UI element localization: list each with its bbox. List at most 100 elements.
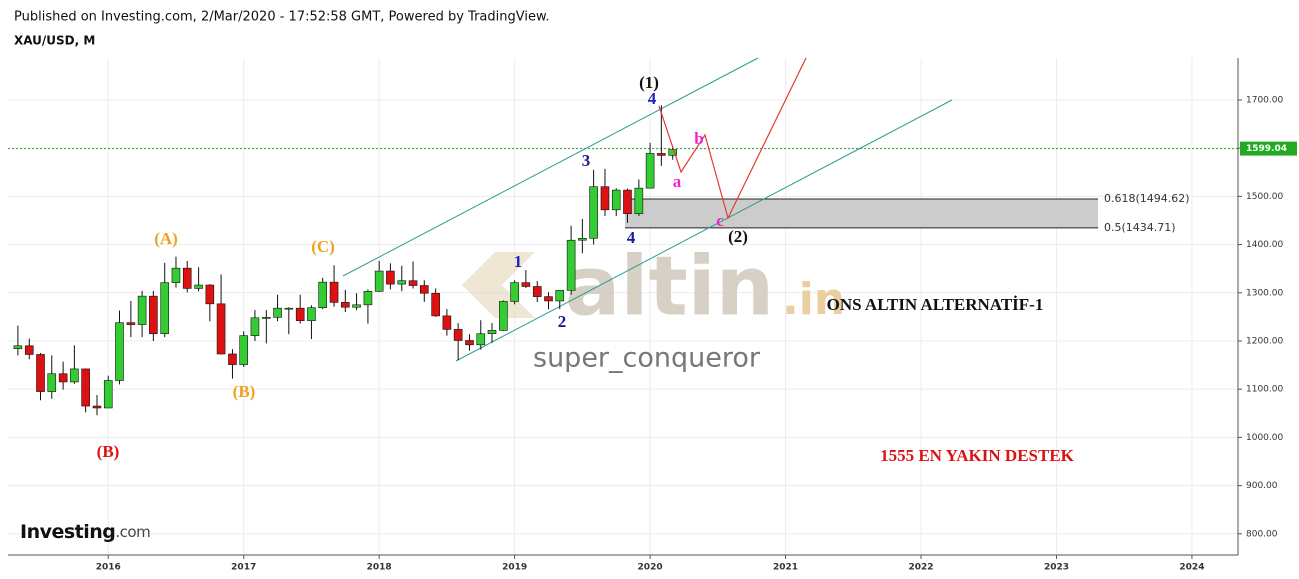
trend-line <box>455 99 953 362</box>
candle-body <box>126 322 136 325</box>
wave-label: b <box>694 129 703 148</box>
candle-body <box>329 281 339 303</box>
note: 1555 EN YAKIN DESTEK <box>880 446 1075 465</box>
y-tick-label: 900.00 <box>1246 481 1278 491</box>
wave-label: 4 <box>627 228 636 247</box>
candle-body <box>239 335 249 365</box>
candle-body <box>341 302 350 308</box>
candle-body <box>589 186 598 239</box>
watermark-user: super_conqueror <box>533 343 761 374</box>
candle-body <box>81 368 90 407</box>
candle-body <box>363 291 373 306</box>
wave-label: 1 <box>514 252 523 271</box>
candle-body <box>171 267 181 283</box>
watermark: altin <box>565 239 774 334</box>
y-tick-label: 1400.00 <box>1246 240 1283 250</box>
candle-body <box>374 270 384 292</box>
x-tick-label: 2020 <box>638 563 663 573</box>
candle-body <box>611 189 621 211</box>
trend-line <box>342 57 759 277</box>
candle-body <box>103 380 113 409</box>
wave-label: (A) <box>154 229 178 248</box>
y-tick-label: 1100.00 <box>1246 385 1283 395</box>
candle-body <box>262 317 271 319</box>
candle-body <box>58 373 68 383</box>
x-tick-label: 2017 <box>231 563 256 573</box>
candle-body <box>668 149 678 156</box>
candle-body <box>453 329 463 341</box>
candle-body <box>115 322 124 381</box>
wave-label: 4 <box>648 89 657 108</box>
candle-body <box>295 307 305 322</box>
candle-body <box>228 353 237 365</box>
candle-body <box>600 186 610 211</box>
fib-zone <box>625 198 1098 228</box>
wave-label: c <box>716 211 724 230</box>
candle-body <box>92 405 102 409</box>
y-tick-label: 1000.00 <box>1246 433 1283 443</box>
candle-body <box>386 270 395 285</box>
candle-body <box>634 187 644 215</box>
note: ONS ALTIN ALTERNATİF-1 <box>827 295 1044 314</box>
candle-body <box>194 284 203 289</box>
candle-body <box>397 280 407 285</box>
wave-label: (2) <box>728 227 748 246</box>
candle-body <box>431 292 440 317</box>
logo-text: .com <box>115 523 150 541</box>
wave-label: (1) <box>639 73 659 92</box>
candle-body <box>408 280 418 286</box>
candle-body <box>532 286 542 297</box>
logo: Investing.com <box>20 521 150 543</box>
watermark: .in <box>782 274 845 325</box>
candle-body <box>419 285 429 294</box>
candle-body <box>499 301 508 331</box>
candle-body <box>47 373 57 392</box>
y-tick-label: 1500.00 <box>1246 192 1283 202</box>
candle-body <box>555 290 565 302</box>
x-tick-label: 2016 <box>96 563 121 573</box>
candle-body <box>645 153 655 189</box>
x-tick-label: 2022 <box>908 563 933 573</box>
price-label: 1599.04 <box>1246 144 1287 154</box>
candle-body <box>510 282 519 302</box>
candle-body <box>13 345 23 349</box>
candle-body <box>623 189 632 215</box>
y-tick-label: 800.00 <box>1246 529 1278 539</box>
wave-label: 3 <box>582 151 591 170</box>
chart-title: XAU/USD, M <box>14 34 95 48</box>
logo-text: Investing <box>20 521 115 543</box>
candle-body <box>284 307 294 310</box>
candle-body <box>273 307 282 318</box>
candle-body <box>216 303 226 355</box>
candle-body <box>36 354 45 392</box>
candle-body <box>521 282 531 287</box>
candle-body <box>657 153 666 156</box>
wave-path <box>658 57 807 220</box>
x-tick-label: 2023 <box>1044 563 1069 573</box>
candle-body <box>160 282 170 335</box>
candle-body <box>487 330 497 335</box>
x-tick-label: 2021 <box>773 563 798 573</box>
candle-body <box>182 267 192 289</box>
candle-body <box>307 307 316 322</box>
candle-body <box>137 295 147 325</box>
y-tick-label: 1200.00 <box>1246 336 1283 346</box>
x-tick-label: 2019 <box>502 563 527 573</box>
wave-label: (B) <box>233 382 256 401</box>
candle-body <box>476 333 486 346</box>
wave-label: (C) <box>311 237 335 256</box>
candle-body <box>24 345 34 355</box>
y-tick-label: 1700.00 <box>1246 95 1283 105</box>
candle-body <box>70 368 79 383</box>
candle-body <box>578 237 587 241</box>
candle-body <box>442 315 452 330</box>
fib-label: 0.618(1494.62) <box>1104 192 1190 205</box>
y-tick-label: 1300.00 <box>1246 288 1283 298</box>
candle-body <box>465 340 474 346</box>
candle-body <box>149 295 158 335</box>
candle-body <box>250 317 260 336</box>
wave-label: a <box>673 172 682 191</box>
candle-body <box>352 304 361 308</box>
x-tick-label: 2018 <box>367 563 392 573</box>
